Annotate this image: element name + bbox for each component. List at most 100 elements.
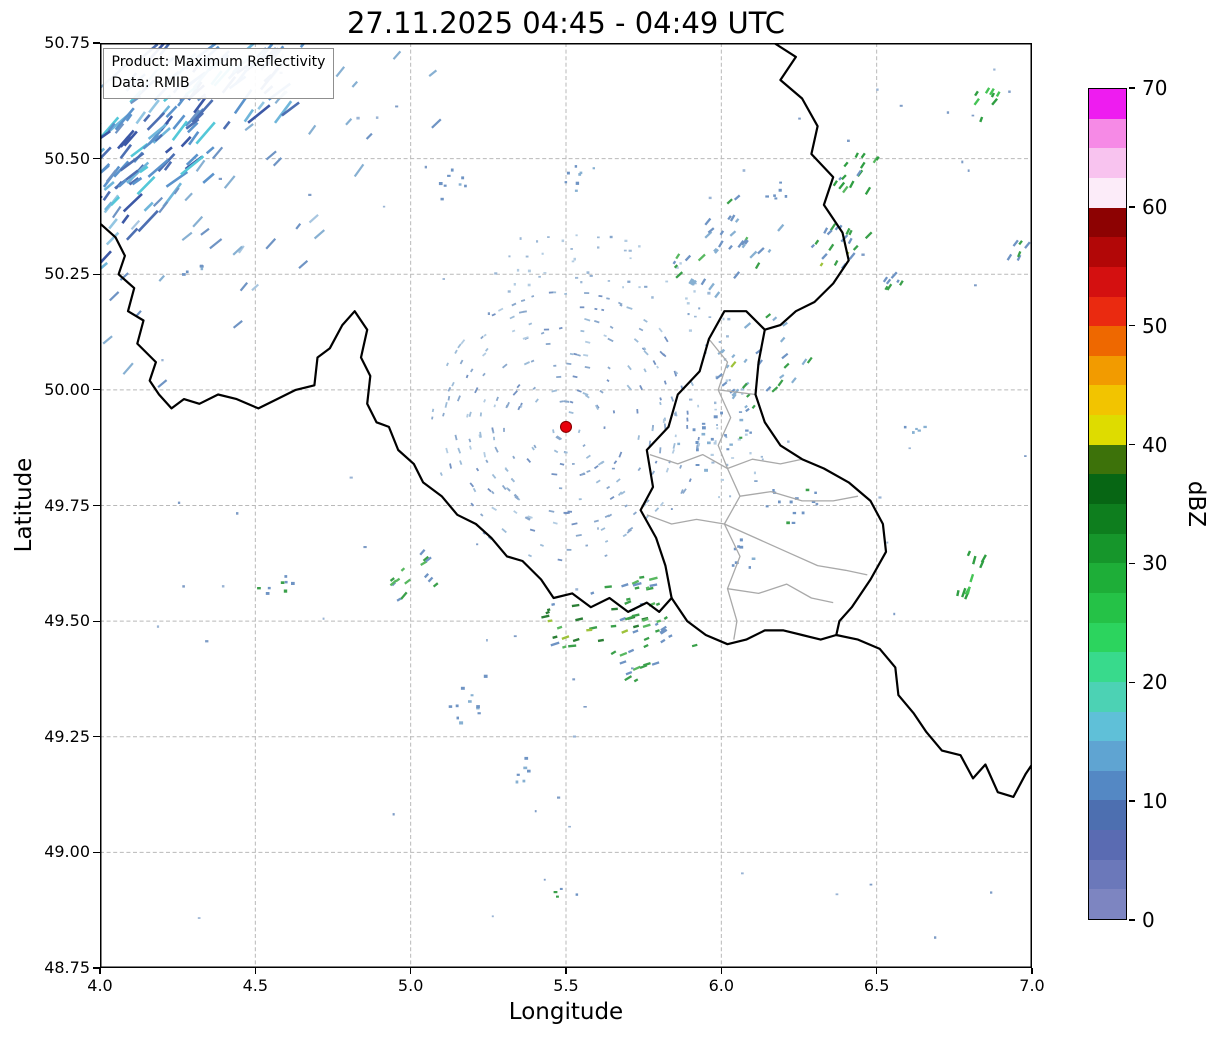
colorbar-band	[1089, 651, 1126, 682]
x-tick	[720, 968, 722, 974]
axes-frame	[100, 43, 1032, 968]
colorbar-band	[1089, 89, 1126, 119]
colorbar-tick	[1129, 562, 1135, 565]
colorbar-tick	[1129, 443, 1135, 446]
y-tick	[93, 158, 100, 160]
colorbar-band	[1089, 740, 1126, 771]
admin-borders	[646, 338, 868, 640]
x-tick	[876, 968, 878, 974]
border-belgium-france	[100, 222, 673, 613]
x-tick-label: 4.5	[242, 976, 269, 995]
colorbar-band	[1089, 355, 1126, 386]
echo-cells-lux-mid	[765, 488, 817, 525]
colorbar-tick-label: 70	[1142, 76, 1168, 100]
colorbar-band	[1089, 621, 1126, 653]
colorbar-tick-label: 60	[1142, 194, 1168, 219]
colorbar-band	[1089, 592, 1126, 623]
x-tick-label: 6.5	[863, 976, 890, 995]
echo-cell-bottom	[553, 887, 579, 898]
colorbar-band	[1089, 325, 1126, 356]
colorbar-tick	[1129, 800, 1135, 802]
radar-map	[100, 43, 1032, 968]
x-axis-label: Longitude	[508, 999, 624, 1025]
colorbar-band	[1089, 295, 1126, 327]
y-tick-label: 49.25	[44, 726, 90, 746]
admin-border-lux-canton-3	[723, 468, 741, 640]
y-tick	[93, 967, 100, 969]
colorbar-band	[1089, 266, 1126, 297]
colorbar-band	[1089, 681, 1126, 712]
y-tick	[93, 504, 100, 507]
figure-title: 27.11.2025 04:45 - 04:49 UTC	[346, 6, 786, 40]
colorbar-tick-label: 0	[1142, 908, 1155, 932]
colorbar-band	[1089, 147, 1126, 178]
gridlines	[100, 43, 1032, 968]
colorbar-band	[1089, 710, 1126, 742]
annotation-source-line: Data: RMIB	[111, 75, 190, 91]
echo-cells-topmid-2	[564, 165, 595, 192]
echo-cell-east	[1006, 239, 1031, 261]
colorbar-tick-label: 20	[1142, 670, 1168, 695]
x-tick	[410, 968, 412, 974]
radar-site-marker	[559, 420, 573, 433]
colorbar	[1088, 88, 1127, 920]
echo-cells-ne-2	[810, 223, 873, 270]
echo-cells-s-blue	[448, 674, 488, 725]
admin-border-lux-canton-5	[739, 490, 859, 502]
y-tick-label: 48.75	[44, 958, 90, 977]
product-annotation-box: Product: Maximum Reflectivity Data: RMIB	[102, 48, 335, 99]
echo-cell-6	[882, 271, 904, 291]
colorbar-band	[1089, 770, 1126, 801]
y-tick	[93, 736, 100, 738]
border-luxembourg-germany	[754, 328, 888, 637]
x-tick	[1031, 968, 1033, 974]
colorbar-tick	[1129, 87, 1135, 89]
y-tick	[93, 851, 100, 853]
admin-border-lux-canton-8	[718, 389, 756, 396]
echo-cells-south-1	[541, 575, 661, 649]
echo-cells-s-blue2	[515, 756, 531, 784]
admin-border-lux-canton-4	[646, 514, 725, 525]
colorbar-tick-label: 40	[1142, 432, 1168, 457]
colorbar-tick	[1129, 325, 1135, 327]
y-tick	[93, 42, 100, 44]
colorbar-band	[1089, 384, 1126, 416]
colorbar-band	[1089, 533, 1126, 564]
x-tick-label: 7.0	[1019, 976, 1045, 995]
colorbar-tick	[1129, 919, 1135, 921]
echo-cells-south-2	[610, 616, 698, 683]
echo-cell-saar	[956, 550, 987, 600]
colorbar-band	[1089, 888, 1126, 919]
x-tick-label: 5.5	[553, 976, 579, 995]
colorbar-band	[1089, 118, 1126, 149]
colorbar-tick-label: 10	[1142, 789, 1168, 814]
border-france-luxembourg	[670, 596, 838, 646]
colorbar-band	[1089, 799, 1126, 831]
country-borders	[100, 43, 1032, 798]
y-tick-label: 50.50	[44, 148, 90, 168]
radar-clutter-outer-arc	[494, 234, 764, 499]
y-tick	[93, 273, 100, 275]
colorbar-band	[1089, 444, 1126, 475]
colorbar-band	[1089, 503, 1126, 534]
admin-border-lux-canton-1	[708, 338, 732, 469]
y-tick-label: 50.00	[44, 379, 90, 399]
echo-cell-left	[182, 264, 204, 276]
colorbar-band	[1089, 829, 1126, 860]
x-tick	[99, 968, 101, 974]
y-tick-label: 49.50	[44, 611, 90, 631]
colorbar-band	[1089, 236, 1126, 267]
colorbar-label: dBZ	[1183, 480, 1209, 528]
echo-cell-mosel	[903, 425, 927, 434]
map-plot-area: Product: Maximum Reflectivity Data: RMIB	[100, 43, 1032, 968]
echo-cells-ne-1	[672, 194, 785, 299]
colorbar-band	[1089, 177, 1126, 208]
y-tick-label: 50.75	[44, 33, 90, 52]
x-tick-label: 6.0	[708, 976, 735, 995]
colorbar-band	[1089, 859, 1126, 890]
echo-cell-sw-2	[257, 575, 295, 595]
colorbar-tick-label: 50	[1142, 313, 1168, 338]
y-tick	[93, 389, 100, 391]
colorbar-band	[1089, 473, 1126, 504]
y-tick-label: 49.75	[44, 495, 90, 515]
